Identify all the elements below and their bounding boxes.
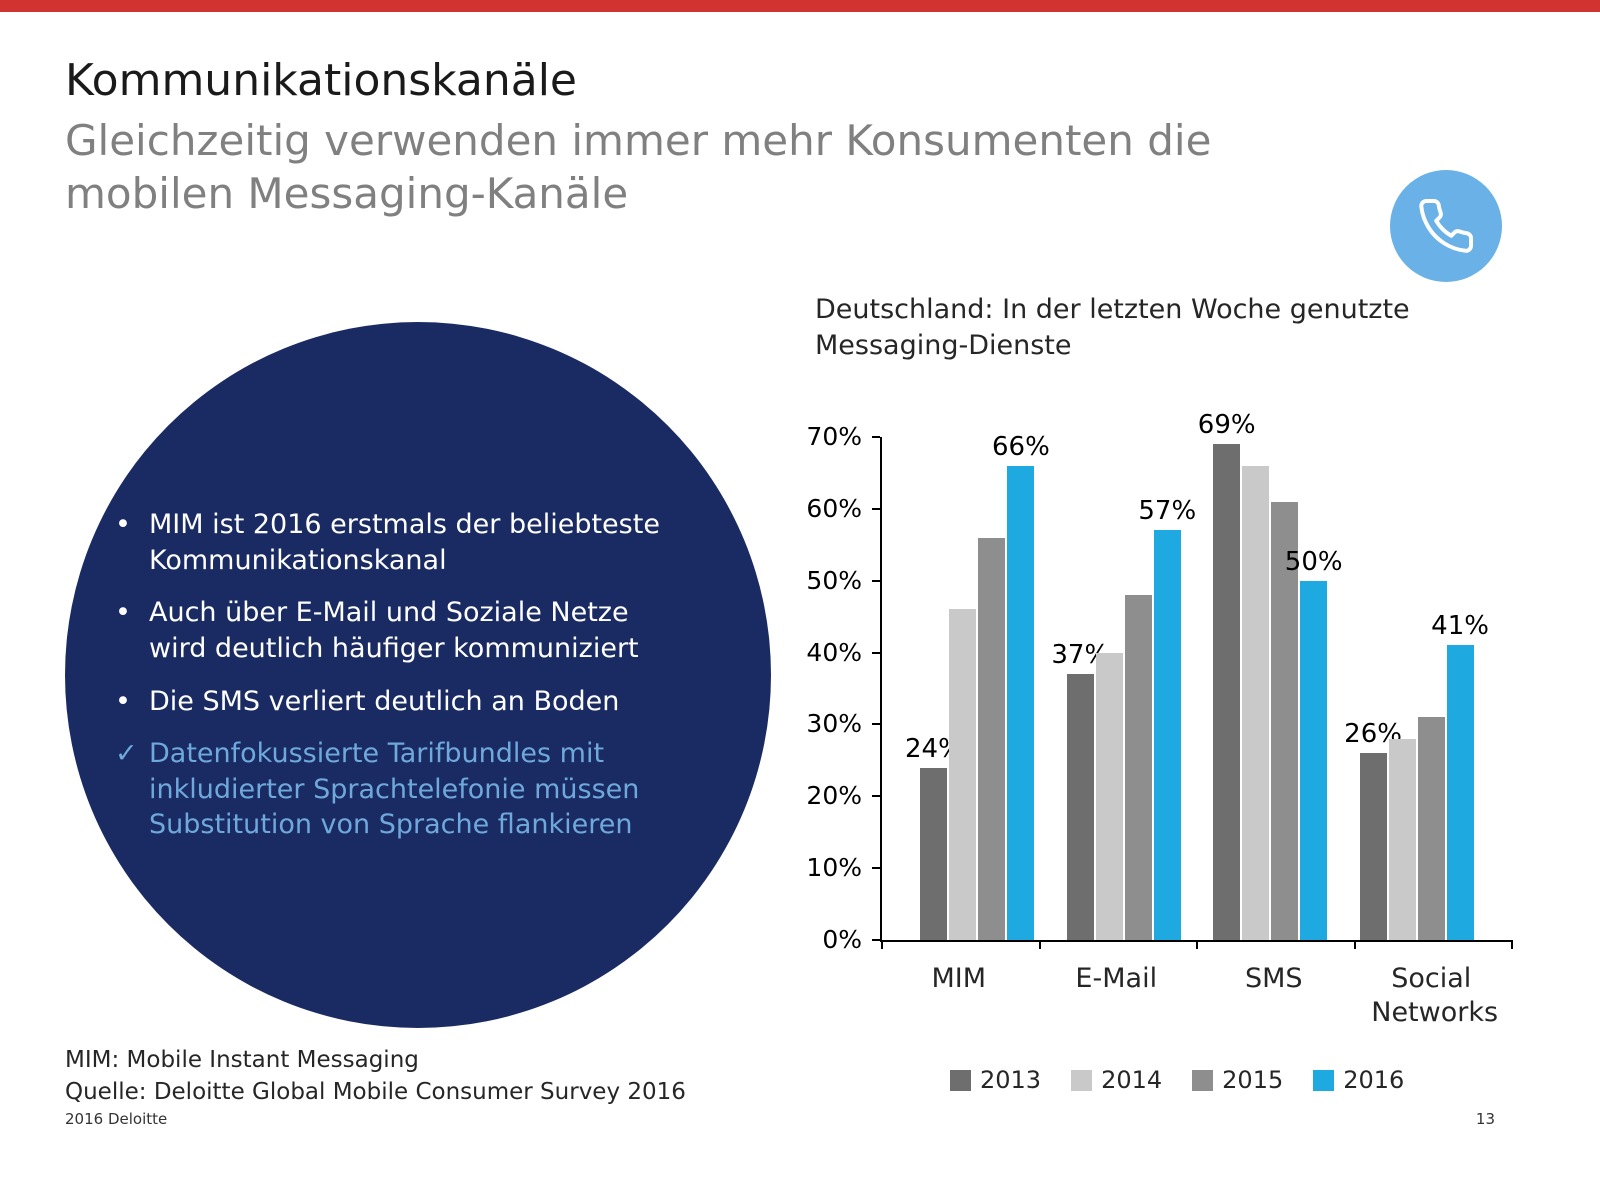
legend-item-2016: 2016 <box>1313 1066 1404 1094</box>
legend-label-2016: 2016 <box>1343 1066 1405 1094</box>
x-axis-tick-mark <box>1353 940 1356 949</box>
bullet-item: ✓ Datenfokussierte Tarifbundles mit inklu… <box>115 736 691 843</box>
bar-2016-sms: 50% <box>1285 547 1343 940</box>
x-axis-tick-mark <box>881 940 883 949</box>
bar-group-e-mail: 37% 57% <box>1051 496 1196 940</box>
legend-swatch-2016 <box>1313 1069 1335 1091</box>
bar-2015-social-networks <box>1417 717 1445 940</box>
bullet-text: Auch über E-Mail und Soziale Netze wird … <box>149 597 639 664</box>
x-axis-tick-mark <box>1038 940 1041 949</box>
chart-title: Deutschland: In der letzten Woche genutz… <box>815 294 1410 362</box>
bar-2014-mim <box>949 609 977 940</box>
y-axis-tick-label: 50% <box>806 565 862 595</box>
bar-value-label: 69% <box>1197 410 1256 441</box>
legend-item-2014: 2014 <box>1071 1066 1162 1094</box>
legend-item-2013: 2013 <box>950 1066 1041 1094</box>
category-label-sms: SMS <box>1244 963 1303 994</box>
page-number: 13 <box>1475 1110 1495 1128</box>
x-axis-category-labels: MIM E-Mail SMS Social Networks <box>880 962 1510 1030</box>
bullet-text: MIM ist 2016 erstmals der beliebteste Ko… <box>149 509 660 576</box>
top-accent-bar <box>0 0 1600 12</box>
footer-copyright: 2016 Deloitte <box>65 1110 168 1128</box>
bar-groups: 24% 66% 37% 57% 69% 50% 26% 41% <box>882 410 1512 940</box>
bullet-icon: • <box>115 685 131 717</box>
phone-icon-badge <box>1390 170 1502 282</box>
y-axis-tick-mark <box>872 795 880 798</box>
bar-2016-e-mail: 57% <box>1138 496 1196 940</box>
bar-group-social-networks: 26% 41% <box>1344 611 1489 940</box>
y-axis-labels: 0% 10% 20% 30% 40% 50% 60% 70% <box>790 422 872 954</box>
footnote-source: Quelle: Deloitte Global Mobile Consumer … <box>65 1079 686 1106</box>
legend-swatch-2014 <box>1071 1069 1093 1091</box>
y-axis-tick-mark <box>872 939 880 941</box>
bar-2014-sms <box>1242 465 1270 940</box>
bar-value-label: 57% <box>1138 496 1197 527</box>
y-axis-tick-mark <box>872 867 880 870</box>
bar-chart-plot-area: 24% 66% 37% 57% 69% 50% 26% 41% <box>872 410 1513 949</box>
legend-label-2013: 2013 <box>980 1066 1042 1094</box>
bullet-item: • Die SMS verliert deutlich an Boden <box>115 684 691 720</box>
bullet-text: Datenfokussierte Tarifbundles mit inklud… <box>149 738 640 841</box>
y-axis-tick-label: 20% <box>806 781 862 811</box>
check-icon: ✓ <box>115 738 138 770</box>
y-axis-tick-label: 10% <box>806 853 862 883</box>
bar-2014-e-mail <box>1095 652 1123 940</box>
y-axis-tick-label: 60% <box>806 493 862 523</box>
y-axis-tick-mark <box>872 723 880 726</box>
bar-value-label: 66% <box>991 431 1050 462</box>
bullet-item: • MIM ist 2016 erstmals der beliebteste K… <box>115 507 691 578</box>
legend-swatch-2013 <box>950 1069 971 1091</box>
bar-value-label: 41% <box>1431 611 1489 642</box>
bar-2015-sms <box>1271 501 1299 940</box>
y-axis-tick-label: 30% <box>806 709 862 739</box>
y-axis-tick-mark <box>872 579 880 582</box>
category-label-social-networks: Social Networks <box>1371 963 1499 1028</box>
bar-group-mim: 24% 66% <box>905 432 1050 940</box>
insight-circle: • MIM ist 2016 erstmals der beliebteste K… <box>65 322 771 1028</box>
slide-subtitle: Gleichzeitig verwenden immer mehr Konsum… <box>65 116 1212 218</box>
legend-label-2015: 2015 <box>1222 1066 1284 1094</box>
x-axis-tick-mark <box>1511 940 1513 949</box>
y-axis-tick-mark <box>872 507 880 510</box>
bar-2013-sms: 69% <box>1198 410 1256 940</box>
bar-value-label: 50% <box>1284 546 1343 577</box>
bar-2013-mim: 24% <box>905 734 963 940</box>
bar-2015-mim <box>978 537 1006 940</box>
bar-group-sms: 69% 50% <box>1198 410 1343 940</box>
y-axis-tick-mark <box>872 651 880 654</box>
y-axis-tick-label: 70% <box>806 422 862 451</box>
x-axis-tick-mark <box>1196 940 1198 949</box>
chart-legend: 2013 2014 2015 2016 <box>950 1066 1404 1094</box>
legend-swatch-2015 <box>1192 1069 1214 1091</box>
bar-2013-e-mail: 37% <box>1051 640 1109 940</box>
bar-2014-social-networks <box>1388 738 1416 940</box>
bar-2016-social-networks: 41% <box>1431 611 1489 940</box>
category-label-mim: MIM <box>931 963 987 994</box>
slide-title: Kommunikationskanäle <box>65 55 577 106</box>
phone-icon <box>1416 196 1476 256</box>
bar-2013-social-networks: 26% <box>1344 719 1402 940</box>
category-label-e-mail: E-Mail <box>1075 963 1158 994</box>
bar-2015-e-mail <box>1124 595 1152 940</box>
insight-bullet-list: • MIM ist 2016 erstmals der beliebteste K… <box>115 490 691 860</box>
legend-item-2015: 2015 <box>1192 1066 1283 1094</box>
bullet-item: • Auch über E-Mail und Soziale Netze wird… <box>115 595 691 666</box>
bar-2016-mim: 66% <box>992 432 1050 940</box>
footnotes: MIM: Mobile Instant Messaging Quelle: De… <box>65 1044 686 1108</box>
bullet-icon: • <box>115 597 131 629</box>
y-axis-tick-label: 0% <box>822 925 862 954</box>
bullet-icon: • <box>115 509 131 540</box>
legend-label-2014: 2014 <box>1101 1066 1163 1094</box>
y-axis-tick-label: 40% <box>806 637 862 667</box>
footnote-mim: MIM: Mobile Instant Messaging <box>65 1047 419 1073</box>
bullet-text: Die SMS verliert deutlich an Boden <box>149 685 620 717</box>
y-axis-tick-mark <box>872 436 880 438</box>
